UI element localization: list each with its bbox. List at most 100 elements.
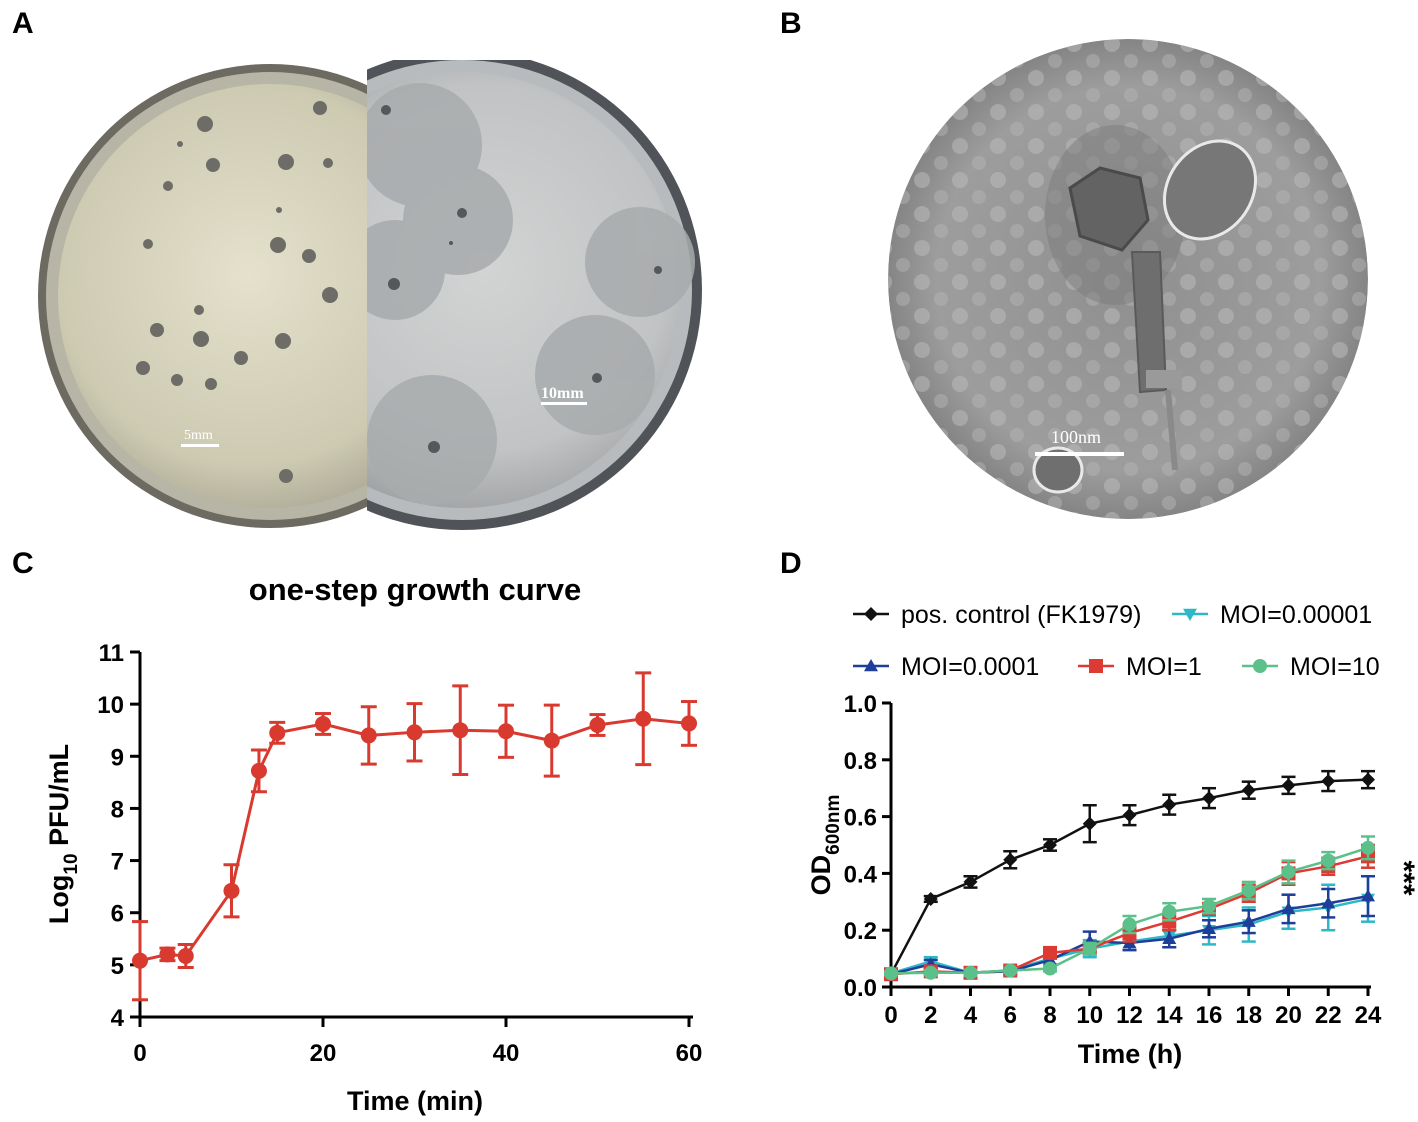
legend-label: MOI=1: [1126, 653, 1202, 681]
chart-d-ylabel: OD600nm: [806, 795, 844, 896]
chart-d-point: [1202, 921, 1216, 935]
chart-d-point: [1162, 914, 1177, 929]
chart-d-point: [1361, 772, 1375, 787]
chart-d-point: [1122, 917, 1137, 932]
chart-c-point: [250, 762, 267, 779]
chart-c-xtick-label: 20: [310, 1040, 337, 1067]
legend-label: MOI=0.0001: [901, 653, 1039, 681]
chart-d-point: [923, 965, 938, 980]
chart-c-point: [269, 724, 286, 741]
chart-c-xtick-label: 40: [493, 1040, 520, 1067]
chart-d-xtick-label: 20: [1275, 1002, 1302, 1029]
chart-d-point: [1122, 808, 1137, 823]
chart-d-ytick-label: 0.8: [844, 748, 877, 775]
chart-d-point: [1162, 931, 1177, 944]
chart-d-point: [1043, 838, 1057, 852]
chart-d-xtick-label: 2: [924, 1002, 937, 1029]
chart-c-point: [315, 715, 331, 732]
scale-label-100nm: 100nm: [1051, 427, 1101, 447]
chart-c-point: [159, 946, 176, 963]
chart-d-point: [1003, 963, 1018, 978]
chart-c-ytick-label: 5: [111, 953, 124, 980]
chart-d-xtick-label: 12: [1116, 1002, 1143, 1029]
chart-c-ytick-label: 4: [111, 1005, 125, 1032]
chart-c-xtick-label: 60: [676, 1040, 703, 1067]
chart-d-xlabel: Time (h): [1078, 1039, 1183, 1069]
chart-c-ytick-label: 10: [97, 692, 124, 719]
chart-d-point: [923, 891, 938, 906]
panel-label-c: C: [12, 547, 34, 580]
chart-c-plot: 4 5 6 7 8 9 10 11 0 20 40 60: [97, 640, 702, 1067]
chart-d-ytick-label: 0.4: [844, 861, 878, 888]
chart-d-point: [1321, 774, 1336, 789]
chart-d-point: [1082, 941, 1097, 956]
chart-c-point: [360, 727, 377, 744]
chart-c-point: [635, 710, 652, 727]
chart-c-xtick-label: 0: [133, 1040, 146, 1067]
chart-c-ytick-label: 8: [111, 796, 124, 823]
chart-d-ylabel-sub: 600nm: [823, 795, 844, 855]
legend-marker: [1089, 659, 1103, 673]
chart-c-xlabel: Time (min): [347, 1086, 483, 1116]
chart-d-xtick-label: 16: [1196, 1002, 1223, 1029]
chart-d-xtick-label: 22: [1315, 1002, 1342, 1029]
chart-d-legend: pos. control (FK1979) MOI=0.00001 MOI=0.00…: [853, 601, 1380, 681]
chart-c-point: [498, 723, 514, 740]
chart-d-xtick-label: 8: [1043, 1002, 1056, 1029]
chart-d-point: [1202, 791, 1216, 806]
chart-d-xtick-label: 4: [964, 1002, 978, 1029]
chart-c-point: [406, 724, 423, 741]
chart-c-title: one-step growth curve: [249, 572, 581, 607]
chart-d-point: [1281, 901, 1296, 915]
chart-c-ylabel-sub: 10: [61, 853, 82, 874]
chart-d-point: [1281, 864, 1296, 879]
chart-c-ylabel: Log10 PFU/mL: [44, 744, 82, 924]
chart-d-point: [884, 966, 898, 981]
chart-c-ytick-label: 7: [111, 849, 124, 876]
chart-d-xtick-label: 10: [1076, 1002, 1103, 1029]
chart-d-point: [1162, 904, 1177, 919]
plaque-photo-left: 5mm: [38, 64, 367, 528]
chart-c-point: [543, 732, 560, 749]
chart-d-point: [1321, 896, 1336, 909]
panel-label-b: B: [780, 7, 802, 40]
chart-d-point: [1281, 778, 1296, 793]
panel-label-d: D: [780, 547, 802, 580]
chart-d-xtick-label: 0: [884, 1002, 897, 1029]
legend-marker: [864, 659, 878, 672]
chart-d-xtick-label: 6: [1004, 1002, 1017, 1029]
chart-c-ylabel-rest: PFU/mL: [44, 744, 74, 854]
tem-micrograph: 100nm: [888, 39, 1368, 519]
chart-d-ytick-label: 0.0: [844, 975, 877, 1002]
chart-d-point: [963, 965, 978, 980]
chart-c-ytick-label: 9: [111, 744, 124, 771]
chart-c-point: [223, 882, 240, 899]
chart-d-point: [1003, 852, 1018, 867]
chart-d-ylabel-main: OD: [806, 855, 836, 896]
chart-d-point: [1241, 914, 1256, 927]
legend-marker: [1253, 659, 1267, 673]
chart-d-ytick-label: 0.6: [844, 805, 877, 832]
chart-d-point: [1082, 816, 1097, 831]
chart-d-ytick-label: 0.2: [844, 918, 877, 945]
chart-d-xtick-label: 24: [1355, 1002, 1382, 1029]
chart-d-ytick-label: 1.0: [844, 691, 877, 718]
legend-marker: [1183, 608, 1197, 621]
chart-c-point: [589, 717, 606, 733]
chart-c-point: [681, 715, 697, 732]
chart-d-point: [1162, 797, 1177, 812]
chart-d-point: [963, 874, 978, 889]
chart-c-ylabel-main: Log: [44, 875, 74, 924]
chart-d-xtick-label: 18: [1235, 1002, 1262, 1029]
chart-d-plot: 0.00.20.40.60.81.00 2 4 6 8 10 12 14 16 18 20 22 24: [844, 691, 1382, 1029]
legend-label: pos. control (FK1979): [901, 601, 1141, 629]
chart-d-point: [1043, 961, 1057, 976]
chart-d-point: [1043, 945, 1057, 960]
chart-c-ytick-label: 11: [99, 640, 124, 667]
chart-c-ytick-label: 6: [111, 901, 124, 928]
chart-d-point: [1241, 783, 1256, 798]
chart-d-point: [1361, 840, 1375, 855]
chart-d-significance: ***: [1387, 860, 1418, 895]
chart-d-point: [1241, 883, 1256, 898]
